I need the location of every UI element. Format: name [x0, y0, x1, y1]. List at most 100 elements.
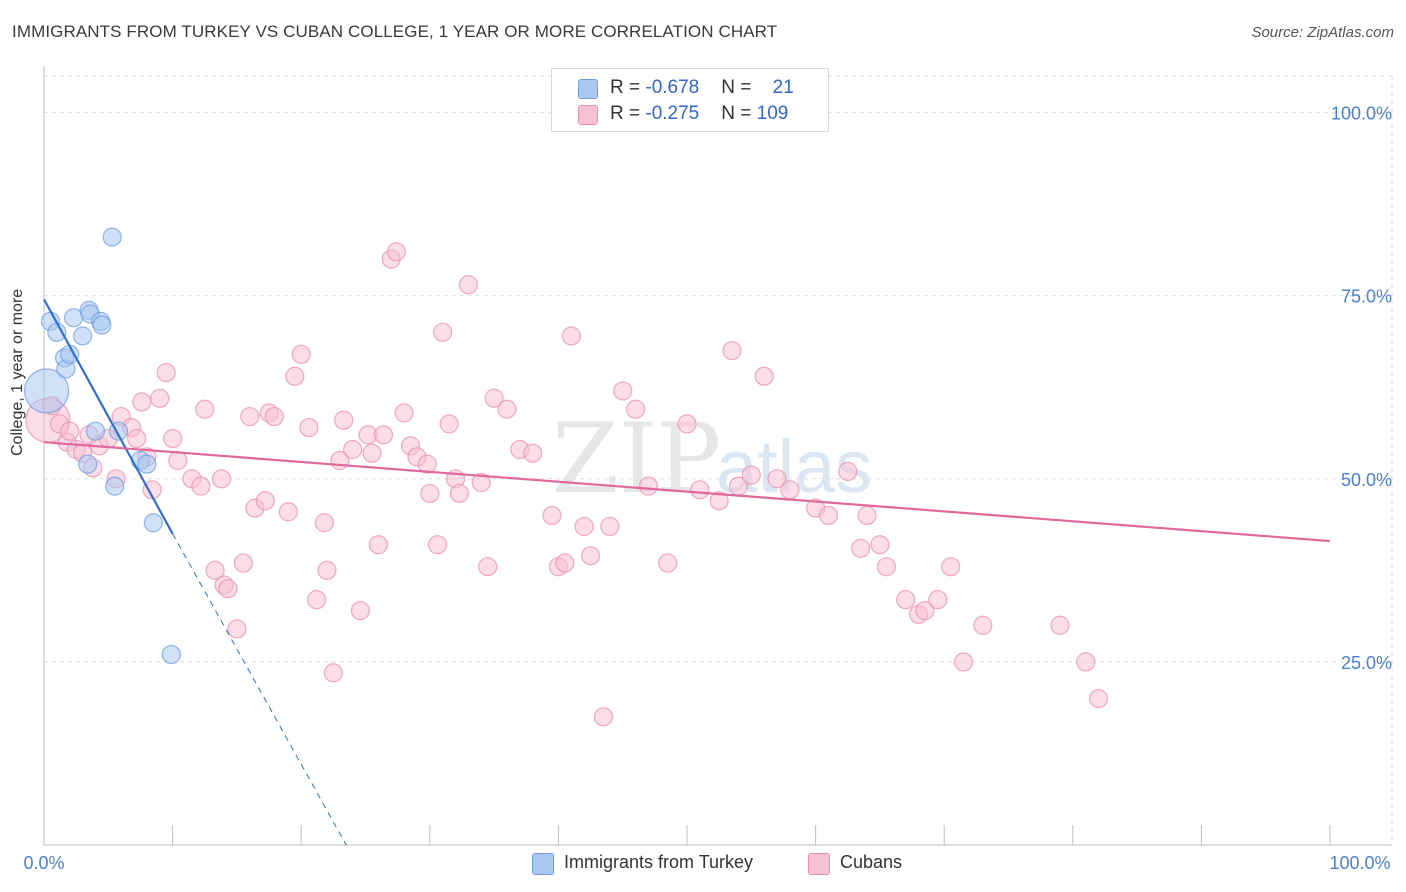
point-cubans [542, 505, 562, 526]
trend-line-cubans [43, 441, 1331, 543]
y-axis-label: College, 1 year or more [9, 288, 26, 456]
point-cubans [285, 366, 305, 386]
point-cubans [561, 326, 581, 346]
point-cubans [433, 322, 453, 342]
point-cubans [255, 491, 275, 511]
legend-text-cubans: R = -0.275 N = 109 [610, 103, 788, 125]
point-cubans [150, 388, 170, 408]
point-cubans [896, 590, 916, 610]
trend-line-turkey-extension [172, 533, 347, 846]
point-turkey [102, 227, 122, 247]
point-cubans [658, 553, 678, 573]
point-cubans [613, 381, 633, 401]
chart-title: IMMIGRANTS FROM TURKEY VS CUBAN COLLEGE,… [12, 22, 778, 41]
point-cubans [233, 553, 253, 573]
point-cubans [191, 476, 211, 496]
point-cubans [427, 535, 448, 555]
n-label: N = [721, 103, 757, 124]
point-turkey [85, 421, 106, 441]
point-cubans [780, 480, 800, 500]
tick-labels: 25.0% 50.0% 75.0% 100.0% 0.0% 100.0% [23, 104, 1392, 873]
n-value: 21 [772, 77, 794, 98]
point-cubans [195, 399, 215, 419]
point-cubans [439, 414, 459, 434]
point-cubans [478, 557, 498, 577]
x-tick-label: 0.0% [23, 853, 64, 873]
trend-lines [43, 298, 1331, 846]
point-cubans [767, 469, 787, 489]
r-label: R = [610, 77, 646, 98]
point-cubans [278, 502, 298, 522]
bottom-legend-label-turkey: Immigrants from Turkey [564, 852, 754, 872]
point-cubans [156, 363, 176, 383]
point-turkey [137, 454, 157, 474]
bottom-legend-label-cubans: Cubans [840, 852, 903, 872]
point-cubans [386, 242, 406, 262]
point-cubans [857, 505, 877, 526]
point-cubans [343, 439, 363, 460]
point-cubans [625, 399, 646, 419]
trend-line-turkey [43, 298, 174, 535]
point-cubans [240, 406, 260, 427]
r-value: -0.678 [645, 77, 700, 98]
point-cubans [299, 417, 319, 438]
point-cubans [953, 652, 974, 672]
point-cubans [163, 428, 183, 449]
point-cubans [638, 476, 659, 496]
grid [44, 75, 1393, 845]
point-cubans [838, 461, 858, 482]
x-tick-label: 100.0% [1329, 853, 1390, 873]
point-cubans [1088, 688, 1109, 709]
point-cubans [142, 480, 162, 500]
point-cubans [818, 505, 839, 526]
point-cubans [870, 535, 890, 555]
point-cubans [915, 601, 935, 621]
y-tick-label: 75.0% [1341, 287, 1392, 307]
point-cubans [350, 601, 370, 621]
point-cubans [368, 535, 388, 555]
point-cubans [555, 553, 575, 573]
point-cubans [471, 472, 491, 493]
point-cubans [973, 615, 993, 635]
point-turkey [72, 326, 93, 346]
stats-legend: R = -0.678 N = 21 R = -0.275 N = 109 [551, 68, 829, 132]
point-cubans [741, 465, 761, 485]
bottom-legend-swatch-cubans [808, 853, 830, 875]
r-label: R = [610, 103, 646, 124]
bottom-legend-swatch-turkey [532, 853, 554, 875]
point-cubans [574, 516, 594, 537]
point-cubans [458, 275, 478, 295]
point-cubans [168, 450, 188, 471]
point-cubans [314, 513, 334, 533]
point-cubans [323, 663, 343, 683]
legend-swatch-turkey [578, 79, 598, 99]
y-tick-label: 25.0% [1341, 653, 1392, 673]
legend-swatch-cubans [578, 105, 598, 125]
point-cubans [60, 421, 80, 441]
point-cubans [709, 491, 729, 511]
point-cubans [132, 392, 152, 412]
point-cubans [523, 443, 543, 463]
r-value: -0.275 [645, 103, 700, 124]
point-cubans [1050, 615, 1070, 635]
point-cubans [722, 341, 742, 361]
n-label: N = [721, 77, 757, 98]
point-cubans [373, 425, 394, 445]
point-cubans [417, 454, 437, 474]
point-turkey [78, 454, 98, 474]
point-turkey [143, 513, 163, 533]
point-cubans [126, 428, 147, 449]
point-cubans [317, 560, 337, 580]
point-cubans [851, 538, 871, 558]
point-cubans [690, 480, 710, 500]
point-cubans [264, 406, 284, 427]
source-label: Source: ZipAtlas.com [1251, 24, 1394, 41]
point-cubans [449, 483, 469, 504]
point-cubans [677, 414, 697, 434]
point-cubans [205, 560, 225, 580]
point-cubans [1076, 652, 1096, 672]
point-cubans [362, 443, 382, 463]
point-cubans [307, 590, 327, 610]
point-cubans [394, 403, 414, 423]
